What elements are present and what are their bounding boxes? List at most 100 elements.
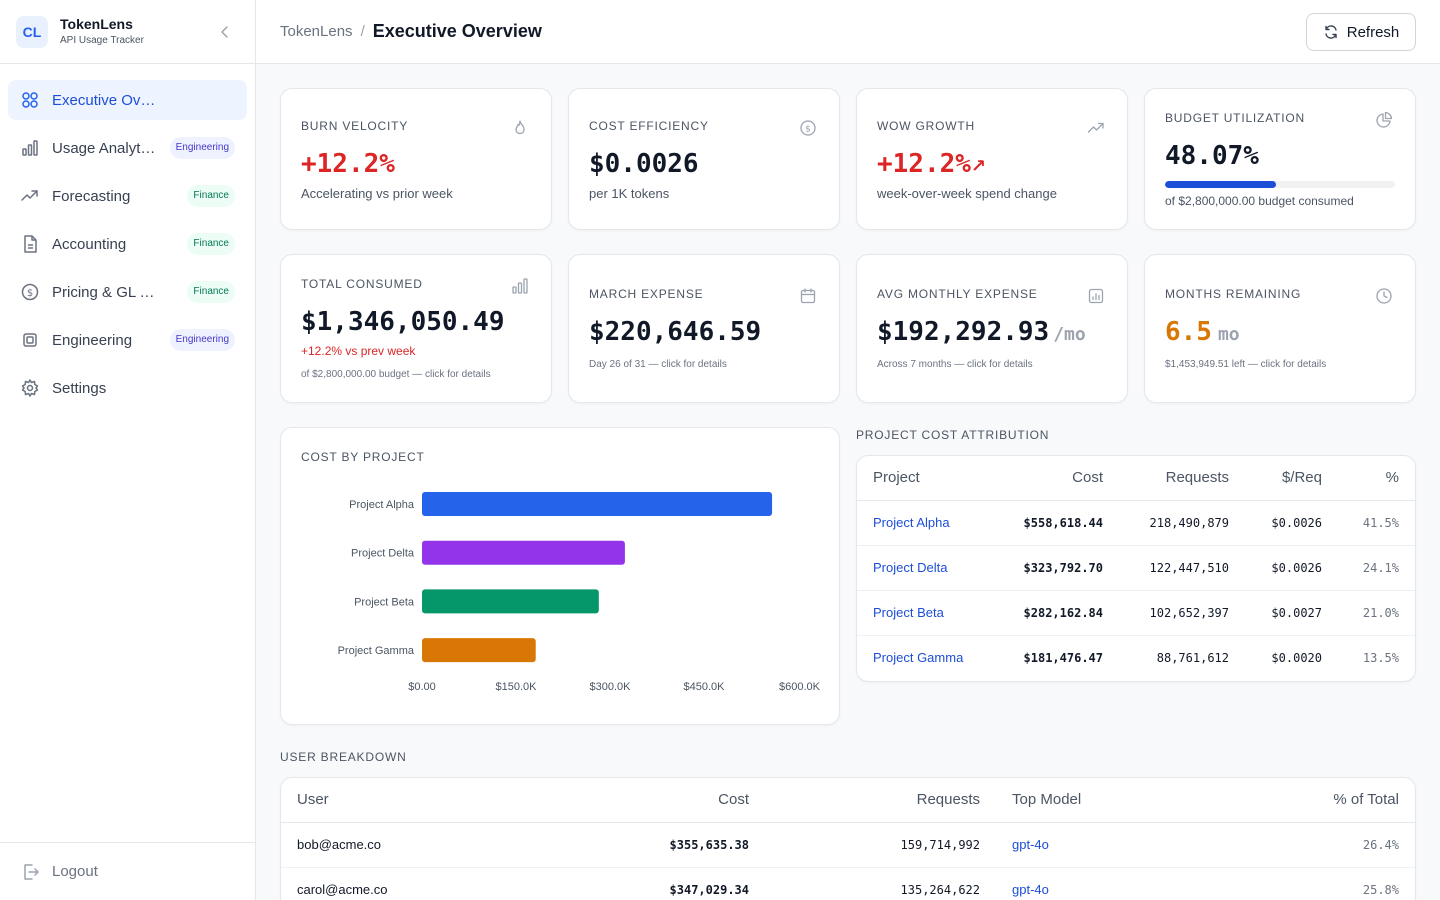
kpi-march-expense[interactable]: March Expense $220,646.59 Day 26 of 31 —… [568,254,840,403]
sidebar-item-usage-analytics[interactable]: Usage Analytics Engineering [8,128,247,168]
kpi-value-text: 6.5 [1165,317,1212,347]
kpi-note: Day 26 of 31 — click for details [589,359,727,370]
kpi-title: WoW Growth [877,119,975,133]
user-breakdown-table: User Cost Requests Top Model % of Total … [281,778,1415,900]
kpi-title: Avg Monthly Expense [877,287,1038,301]
cell-cost-per-req: $0.0026 [1229,545,1322,591]
chart-bar[interactable] [422,638,536,663]
cell-cost-per-req: $0.0026 [1229,500,1322,546]
col-percent: % [1322,456,1415,501]
arrow-up-right-icon: ↗ [970,156,987,177]
sidebar-item-label: Forecasting [52,187,131,205]
kpi-value: 48.07% [1165,141,1259,171]
chart-bar[interactable] [422,589,599,614]
cost-by-project-chart: Project Alpha Project Delta Project Beta Pr… [338,492,821,693]
kpi-title: Months Remaining [1165,287,1302,301]
table-row: Project Alpha $558,618.44 218,490,879 $0… [857,500,1415,546]
table-row: Project Gamma $181,476.47 88,761,612 $0.… [857,635,1415,680]
project-link[interactable]: Project Beta [873,605,944,620]
sidebar-item-label: Settings [52,379,107,397]
bar-chart-icon [22,140,38,156]
grid-icon [22,92,38,108]
kpi-title: March Expense [589,287,704,301]
flame-icon [515,120,525,135]
chart-category-label: Project Delta [351,548,415,560]
kpi-total-consumed[interactable]: Total Consumed $1,346,050.49 +12.2% vs p… [280,254,552,403]
logout-button[interactable]: Logout [0,842,255,900]
project-link[interactable]: Project Gamma [873,650,964,666]
chart-category-label: Project Gamma [338,645,415,657]
sidebar-item-executive-overview[interactable]: Executive Overview [8,80,247,120]
sidebar: CL TokenLens API Usage Tracker Executive… [0,0,256,900]
col-cost: Cost [1007,456,1103,501]
cell-percent: 24.1% [1322,545,1415,591]
col-top-model: Top Model [980,778,1180,823]
project-link[interactable]: Project Delta [873,560,948,575]
cell-user: bob@acme.co [281,822,501,868]
attribution-table-card: Project Cost Requests $/Req % Project Al… [856,455,1416,682]
cpu-icon [23,333,37,347]
clock-icon [1376,288,1392,304]
chart-title: Cost by Project [301,450,425,464]
sidebar-item-settings[interactable]: Settings [8,368,247,408]
cell-percent: 41.5% [1322,500,1415,546]
cell-cost: $181,476.47 [1023,650,1103,665]
badge-engineering: Engineering [169,329,235,351]
sidebar-item-forecasting[interactable]: Forecasting Finance [8,176,247,216]
table-header-row: User Cost Requests Top Model % of Total [281,778,1415,823]
sidebar-item-engineering[interactable]: Engineering Engineering [8,320,247,360]
cell-percent: 26.4% [1180,822,1415,868]
cell-requests: 88,761,612 [1156,650,1229,665]
sidebar-item-label: Accounting [52,235,127,253]
kpi-value: $1,346,050.49 [301,307,505,337]
user-breakdown-card: User Cost Requests Top Model % of Total … [280,777,1416,900]
col-project: Project [857,456,1007,501]
logout-icon [24,863,39,880]
refresh-button[interactable]: Refresh [1306,13,1416,51]
sidebar-item-label: Executive Overview [52,91,156,109]
sidebar-nav: Executive Overview Usage Analytics Engin… [0,64,255,432]
logout-label: Logout [52,863,98,880]
top-header: TokenLens / Executive Overview Refresh [256,0,1440,64]
kpi-value: +12.2% [301,149,395,179]
svg-text:$: $ [27,288,33,299]
table-row: bob@acme.co $355,635.38 159,714,992 gpt-… [281,822,1415,868]
chart-bar[interactable] [422,492,773,516]
document-icon [24,235,37,253]
col-percent-total: % of Total [1180,778,1415,823]
refresh-icon [1325,25,1337,39]
brand-logo: CL [16,15,48,48]
attribution-title: Project Cost Attribution [856,428,1050,442]
badge-finance: Finance [187,281,235,303]
sidebar-item-label: Pricing & GL Tools [52,283,156,301]
kpi-title: Burn Velocity [301,119,409,133]
kpi-avg-monthly-expense[interactable]: Avg Monthly Expense $192,292.93/mo Acros… [856,254,1128,403]
kpi-subtitle: Accelerating vs prior week [301,186,453,201]
kpi-title: Total Consumed [301,277,423,291]
cell-user: carol@acme.co [297,882,388,898]
cell-requests: 122,447,510 [1103,545,1229,591]
model-link[interactable]: gpt-4o [1012,837,1049,852]
chart-square-icon [1088,288,1104,304]
chart-tick-label: $450.0K [684,681,726,693]
gear-icon [21,379,39,397]
page-title: Executive Overview [372,21,542,41]
cell-percent: 21.0% [1322,590,1415,636]
sidebar-item-accounting[interactable]: Accounting Finance [8,224,247,264]
chart-bar[interactable] [422,540,625,565]
kpi-note: Across 7 months — click for details [877,359,1033,370]
model-link[interactable]: gpt-4o [1012,882,1049,898]
kpi-value: 6.5 mo [1165,317,1240,347]
sidebar-item-label: Usage Analytics [52,139,156,157]
chevron-left-icon[interactable] [217,24,233,40]
cell-percent: 25.8% [1362,882,1399,897]
cell-cost: $355,635.38 [501,822,749,868]
kpi-title: Budget Utilization [1165,111,1305,125]
kpi-value-text: $192,292.93 [877,317,1050,347]
kpi-months-remaining[interactable]: Months Remaining 6.5 mo $1,453,949.51 lef… [1144,254,1416,403]
sidebar-item-pricing-gl-tools[interactable]: $ Pricing & GL Tools Finance [8,272,247,312]
cell-requests: 218,490,879 [1103,500,1229,546]
breadcrumb-root[interactable]: TokenLens [280,23,353,40]
project-link[interactable]: Project Alpha [873,515,950,530]
table-row: carol@acme.co $347,029.34 135,264,622 gp… [281,867,1415,900]
